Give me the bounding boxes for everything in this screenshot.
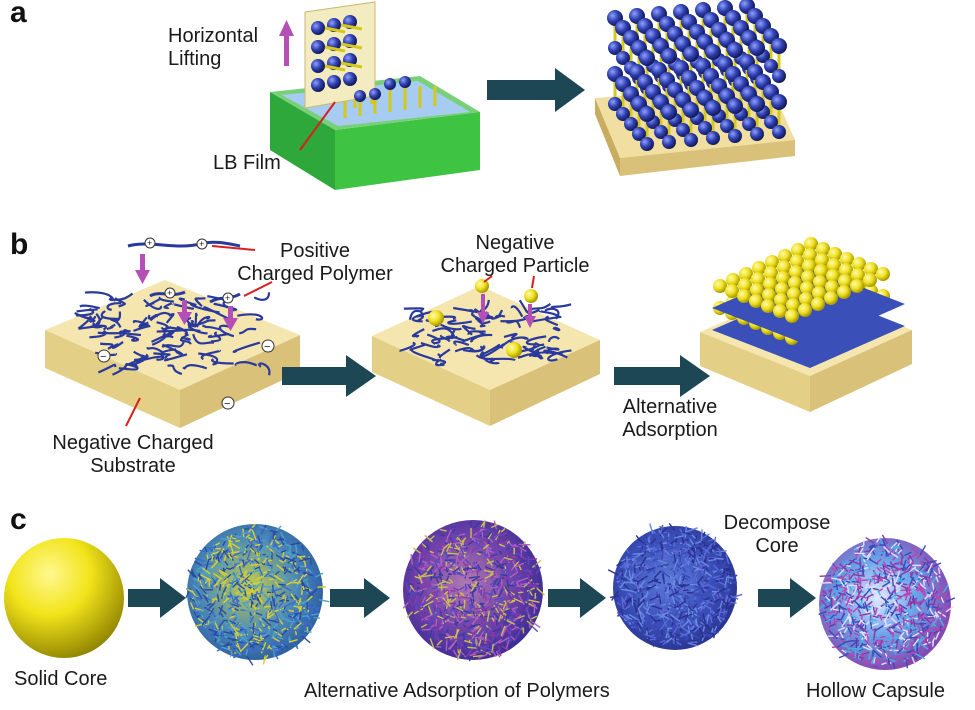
process-arrow-icon (614, 355, 710, 397)
lb-tails (324, 23, 363, 72)
label-lb-film: LB Film (213, 152, 281, 174)
label-alt-adsorption-polymers: Alternative Adsorption of Polymers (304, 680, 610, 702)
svg-text:+: + (199, 239, 204, 249)
label-alternative-adsorption: Alternative Adsorption (622, 396, 718, 441)
process-arrow-icon (487, 68, 585, 112)
polymer-mesh (74, 291, 271, 376)
drop-arrows (135, 254, 238, 331)
substrate-1: − − − (45, 280, 300, 428)
lb-film-heads (311, 15, 411, 102)
process-arrow-icon (282, 355, 376, 397)
label-negative-substrate: Negative Charged Substrate (52, 432, 214, 477)
polymer-mesh (399, 299, 572, 367)
svg-text:−: − (264, 341, 270, 353)
lift-arrow-icon (279, 20, 294, 66)
panel-a (270, 0, 795, 190)
process-arrow-icon (128, 578, 186, 618)
label-negative-particle: Negative Charged Particle (440, 232, 590, 277)
svg-text:+: + (167, 288, 172, 298)
process-arrow-icon (548, 578, 606, 618)
substrate-3-multilayer (700, 237, 912, 412)
negative-charge-icons: − − − (97, 339, 275, 410)
coated-particle-1 (185, 523, 330, 666)
label-positive-polymer: Positive Charged Polymer (237, 240, 393, 285)
positive-charge-icons: + + + + (144, 237, 234, 304)
coated-particle-3 (607, 522, 743, 650)
panel-c-letter: c (10, 503, 27, 536)
solid-core (4, 538, 124, 658)
panel-b-letter: b (10, 228, 29, 261)
pointer-arrow-icon (299, 101, 336, 151)
svg-text:−: − (100, 351, 106, 363)
svg-text:+: + (147, 238, 152, 248)
substrate-2 (372, 275, 600, 426)
svg-text:−: − (224, 398, 230, 410)
panel-a-letter: a (10, 0, 27, 29)
hollow-capsule (818, 534, 956, 670)
pointer-arrows (125, 245, 273, 427)
label-hollow-capsule: Hollow Capsule (806, 680, 945, 702)
panel-b: − − − + + + + (45, 237, 912, 428)
process-arrow-icon (758, 578, 816, 618)
label-horizontal-lifting: Horizontal Lifting (168, 25, 259, 70)
label-decompose-core: Decompose Core (723, 512, 831, 557)
lb-multilayer (595, 0, 795, 176)
coated-particle-2 (402, 519, 546, 662)
panel-c (4, 519, 956, 670)
svg-text:+: + (225, 293, 230, 303)
process-arrow-icon (330, 578, 390, 618)
label-solid-core: Solid Core (14, 668, 108, 690)
